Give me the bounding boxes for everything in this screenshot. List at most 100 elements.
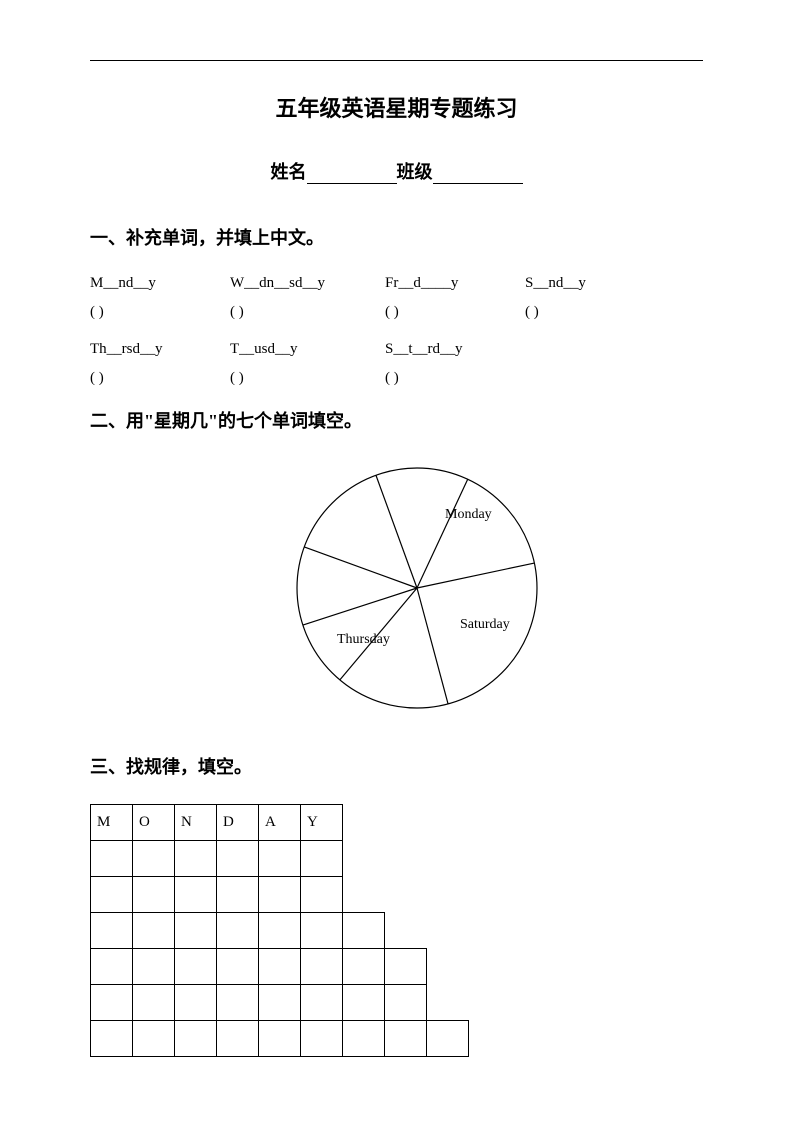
grid-empty — [427, 913, 469, 949]
grid-cell[interactable] — [175, 877, 217, 913]
grid-cell[interactable] — [217, 1021, 259, 1057]
grid-row — [91, 841, 469, 877]
grid-empty — [427, 877, 469, 913]
answer-blank[interactable]: ( ) — [385, 370, 525, 387]
grid-cell[interactable] — [175, 949, 217, 985]
pie-chart-container: Monday Saturday Thursday — [90, 458, 703, 728]
word-row-1: M__nd__y W__dn__sd__y Fr__d____y S__nd__… — [90, 275, 703, 292]
pie-divider — [417, 479, 468, 588]
pie-label-thursday: Thursday — [337, 632, 390, 647]
grid-cell[interactable]: A — [259, 805, 301, 841]
grid-cell[interactable] — [133, 949, 175, 985]
grid-cell[interactable] — [91, 913, 133, 949]
answer-blank[interactable]: ( ) — [525, 304, 645, 321]
word-blank: Fr__d____y — [385, 275, 525, 292]
grid-cell[interactable] — [217, 877, 259, 913]
grid-empty — [427, 805, 469, 841]
answer-blank[interactable]: ( ) — [230, 304, 385, 321]
grid-cell[interactable]: O — [133, 805, 175, 841]
grid-cell[interactable] — [217, 913, 259, 949]
section3-header: 三、找规律，填空。 — [90, 753, 703, 779]
grid-cell[interactable] — [91, 949, 133, 985]
grid-cell[interactable] — [133, 841, 175, 877]
grid-empty — [385, 841, 427, 877]
grid-cell[interactable] — [301, 985, 343, 1021]
grid-cell[interactable] — [133, 877, 175, 913]
grid-cell[interactable]: Y — [301, 805, 343, 841]
pie-divider — [417, 588, 448, 704]
grid-cell[interactable] — [91, 985, 133, 1021]
grid-empty — [385, 913, 427, 949]
grid-cell[interactable] — [385, 985, 427, 1021]
class-label: 班级 — [397, 162, 433, 182]
grid-cell[interactable] — [427, 1021, 469, 1057]
grid-cell[interactable] — [259, 841, 301, 877]
pie-divider — [302, 588, 416, 625]
grid-cell[interactable] — [301, 949, 343, 985]
grid-cell[interactable] — [385, 1021, 427, 1057]
grid-cell[interactable] — [301, 913, 343, 949]
letter-grid: MONDAY — [90, 804, 469, 1057]
grid-cell[interactable] — [259, 913, 301, 949]
grid-empty — [427, 841, 469, 877]
grid-cell[interactable] — [343, 1021, 385, 1057]
grid-cell[interactable] — [175, 913, 217, 949]
worksheet-page: 五年级英语星期专题练习 姓名班级 一、补充单词，并填上中文。 M__nd__y … — [0, 0, 793, 1097]
grid-cell[interactable] — [91, 877, 133, 913]
grid-cell[interactable] — [343, 949, 385, 985]
answer-blank[interactable]: ( ) — [90, 304, 230, 321]
pie-label-saturday: Saturday — [460, 617, 510, 632]
word-blank: T__usd__y — [230, 341, 385, 358]
grid-cell[interactable]: D — [217, 805, 259, 841]
name-class-line: 姓名班级 — [90, 158, 703, 184]
word-blank: S__nd__y — [525, 275, 645, 292]
grid-cell[interactable] — [259, 949, 301, 985]
grid-cell[interactable] — [133, 1021, 175, 1057]
grid-cell[interactable] — [133, 913, 175, 949]
grid-cell[interactable] — [217, 841, 259, 877]
grid-cell[interactable]: M — [91, 805, 133, 841]
pie-divider — [375, 475, 416, 588]
grid-cell[interactable]: N — [175, 805, 217, 841]
answer-blank[interactable]: ( ) — [385, 304, 525, 321]
answer-blank[interactable]: ( ) — [90, 370, 230, 387]
grid-empty — [427, 949, 469, 985]
grid-cell[interactable] — [175, 1021, 217, 1057]
grid-cell[interactable] — [301, 841, 343, 877]
grid-cell[interactable] — [91, 1021, 133, 1057]
grid-empty — [427, 985, 469, 1021]
grid-cell[interactable] — [301, 877, 343, 913]
grid-cell[interactable] — [217, 949, 259, 985]
grid-cell[interactable] — [343, 985, 385, 1021]
grid-cell[interactable] — [259, 985, 301, 1021]
grid-cell[interactable] — [343, 913, 385, 949]
grid-empty — [343, 877, 385, 913]
grid-cell[interactable] — [91, 841, 133, 877]
grid-cell[interactable] — [175, 985, 217, 1021]
grid-cell[interactable] — [259, 877, 301, 913]
grid-cell[interactable] — [301, 1021, 343, 1057]
grid-cell[interactable] — [217, 985, 259, 1021]
grid-cell[interactable] — [133, 985, 175, 1021]
grid-empty — [385, 877, 427, 913]
grid-cell[interactable] — [259, 1021, 301, 1057]
grid-empty — [343, 841, 385, 877]
grid-row — [91, 1021, 469, 1057]
name-blank[interactable] — [307, 166, 397, 184]
word-blank: W__dn__sd__y — [230, 275, 385, 292]
class-blank[interactable] — [433, 166, 523, 184]
grid-empty — [385, 805, 427, 841]
answer-blank[interactable]: ( ) — [230, 370, 385, 387]
pie-label-monday: Monday — [445, 507, 492, 522]
days-pie-chart: Monday Saturday Thursday — [217, 458, 577, 728]
grid-row — [91, 949, 469, 985]
grid-empty — [343, 805, 385, 841]
grid-row — [91, 913, 469, 949]
top-divider — [90, 60, 703, 61]
grid-cell[interactable] — [175, 841, 217, 877]
pie-divider — [304, 547, 417, 588]
page-title: 五年级英语星期专题练习 — [90, 91, 703, 123]
section1-header: 一、补充单词，并填上中文。 — [90, 224, 703, 250]
grid-cell[interactable] — [385, 949, 427, 985]
grid-row: MONDAY — [91, 805, 469, 841]
